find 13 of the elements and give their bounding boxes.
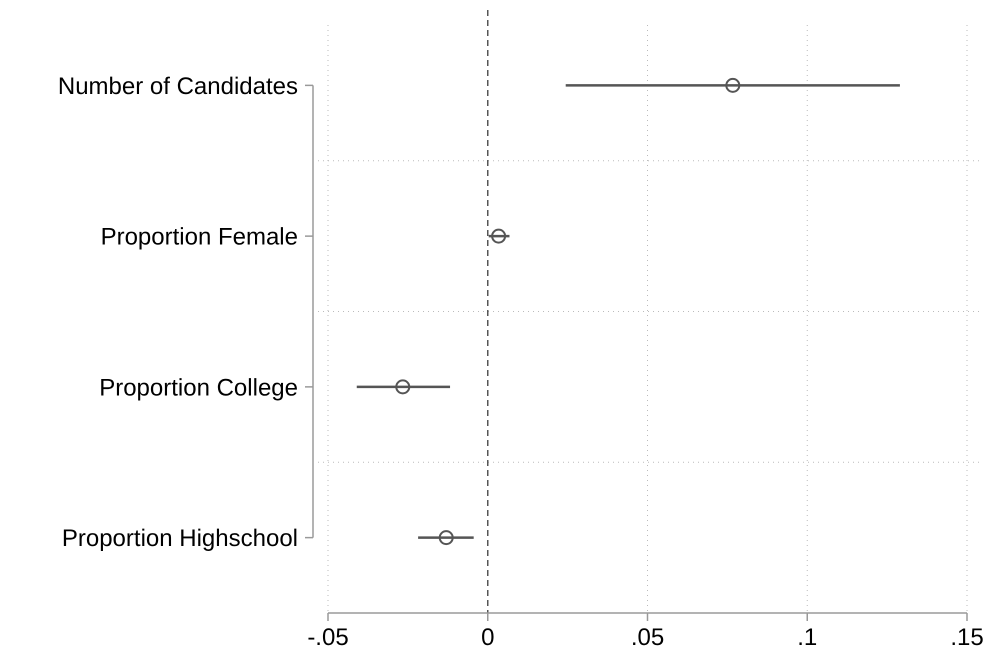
point (395, 379, 410, 394)
y-tick-label: Proportion Highschool (62, 525, 298, 552)
x-tick-label: 0 (481, 624, 494, 651)
y-tick-label: Proportion College (99, 374, 298, 402)
x-tick-label: .05 (630, 624, 664, 651)
point (491, 228, 506, 244)
point (438, 530, 454, 546)
x-tick-label: -.05 (307, 624, 349, 651)
y-tick-label: Number of Candidates (58, 72, 298, 100)
y-tick-label: Proportion Female (100, 224, 298, 251)
point (725, 78, 740, 93)
x-tick-label: .15 (950, 624, 984, 651)
x-tick-label: .1 (797, 624, 818, 651)
